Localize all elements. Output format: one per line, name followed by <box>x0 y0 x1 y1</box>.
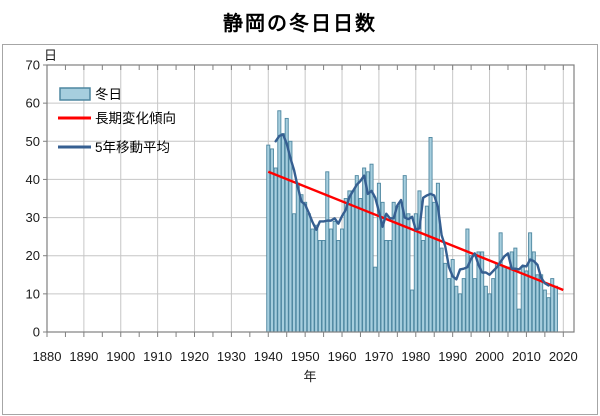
svg-text:2000: 2000 <box>475 349 504 364</box>
legend-label-fuyubi: 冬日 <box>95 87 122 102</box>
legend-label-trend: 長期変化傾向 <box>95 110 176 126</box>
svg-text:1920: 1920 <box>180 349 209 364</box>
svg-text:1900: 1900 <box>106 349 135 364</box>
svg-text:40: 40 <box>26 172 40 187</box>
svg-text:2010: 2010 <box>512 349 541 364</box>
x-tick-labels: 1880 1890 1900 1910 1920 1930 1940 1950 1960 1970… <box>33 349 578 364</box>
svg-text:30: 30 <box>26 210 40 225</box>
moving-average-line <box>274 133 550 287</box>
svg-text:20: 20 <box>26 248 40 263</box>
svg-text:1890: 1890 <box>69 349 98 364</box>
svg-text:1970: 1970 <box>364 349 393 364</box>
chart-title: 静岡の冬日日数 <box>223 13 377 35</box>
y-axis-unit-label: 日 <box>44 48 57 63</box>
svg-text:2020: 2020 <box>549 349 578 364</box>
svg-text:1950: 1950 <box>291 349 320 364</box>
svg-text:1960: 1960 <box>328 349 357 364</box>
y-tick-labels: 0 10 20 30 40 50 60 70 <box>26 58 40 340</box>
x-axis-title: 年 <box>303 369 316 384</box>
svg-text:0: 0 <box>33 325 40 340</box>
legend-label-moving-average: 5年移動平均 <box>95 140 170 155</box>
legend-swatch-bar <box>59 87 91 101</box>
axes-and-ticks <box>43 64 575 337</box>
svg-text:50: 50 <box>26 134 40 149</box>
svg-text:60: 60 <box>26 96 40 111</box>
legend: 冬日 長期変化傾向 5年移動平均 <box>58 87 176 155</box>
svg-text:1880: 1880 <box>33 349 62 364</box>
svg-text:10: 10 <box>26 286 40 301</box>
svg-text:1910: 1910 <box>143 349 172 364</box>
svg-text:1990: 1990 <box>438 349 467 364</box>
svg-text:1980: 1980 <box>401 349 430 364</box>
bar-series-fuyubi <box>266 110 558 333</box>
svg-text:70: 70 <box>26 58 40 73</box>
svg-text:1930: 1930 <box>217 349 246 364</box>
svg-text:1940: 1940 <box>254 349 283 364</box>
chart-frame: 1880 1890 1900 1910 1920 1930 1940 1950 1960 1970… <box>2 44 598 415</box>
chart-canvas: 1880 1890 1900 1910 1920 1930 1940 1950 1960 1970… <box>26 48 578 384</box>
